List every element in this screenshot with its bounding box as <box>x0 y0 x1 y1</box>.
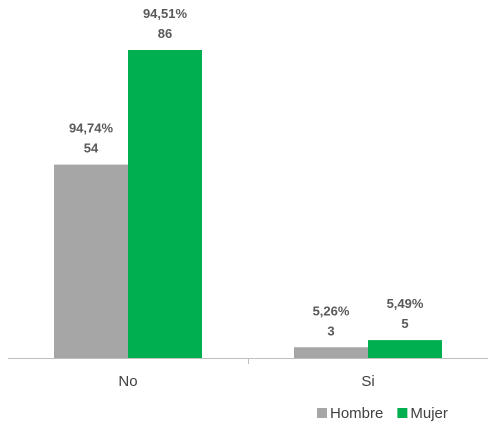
data-label-count-hombre-no: 54 <box>84 141 99 156</box>
bar-mujer-no <box>128 50 202 358</box>
category-labels-layer: No Si <box>118 373 374 390</box>
data-label-count-mujer-no: 86 <box>158 26 172 41</box>
data-label-count-mujer-si: 5 <box>401 316 408 331</box>
data-label-percent-hombre-si: 5,26% <box>313 303 350 318</box>
legend-swatch-hombre <box>317 408 327 418</box>
category-label-no: No <box>118 373 137 390</box>
data-labels-layer: 94,74% 54 94,51% 86 5,26% 3 5,49% 5 <box>69 6 424 338</box>
legend-label-mujer: Mujer <box>410 405 448 422</box>
bar-hombre-si <box>294 347 368 358</box>
data-label-percent-mujer-si: 5,49% <box>387 296 424 311</box>
bars-layer <box>54 50 442 358</box>
data-label-percent-hombre-no: 94,74% <box>69 121 114 136</box>
category-label-si: Si <box>361 373 374 390</box>
legend-swatch-mujer <box>397 408 408 418</box>
data-label-count-hombre-si: 3 <box>327 323 334 338</box>
bar-mujer-si <box>368 340 442 358</box>
data-label-percent-mujer-no: 94,51% <box>143 6 188 21</box>
legend-label-hombre: Hombre <box>330 405 383 422</box>
legend: Hombre Mujer <box>317 405 448 422</box>
bar-hombre-no <box>54 164 128 358</box>
